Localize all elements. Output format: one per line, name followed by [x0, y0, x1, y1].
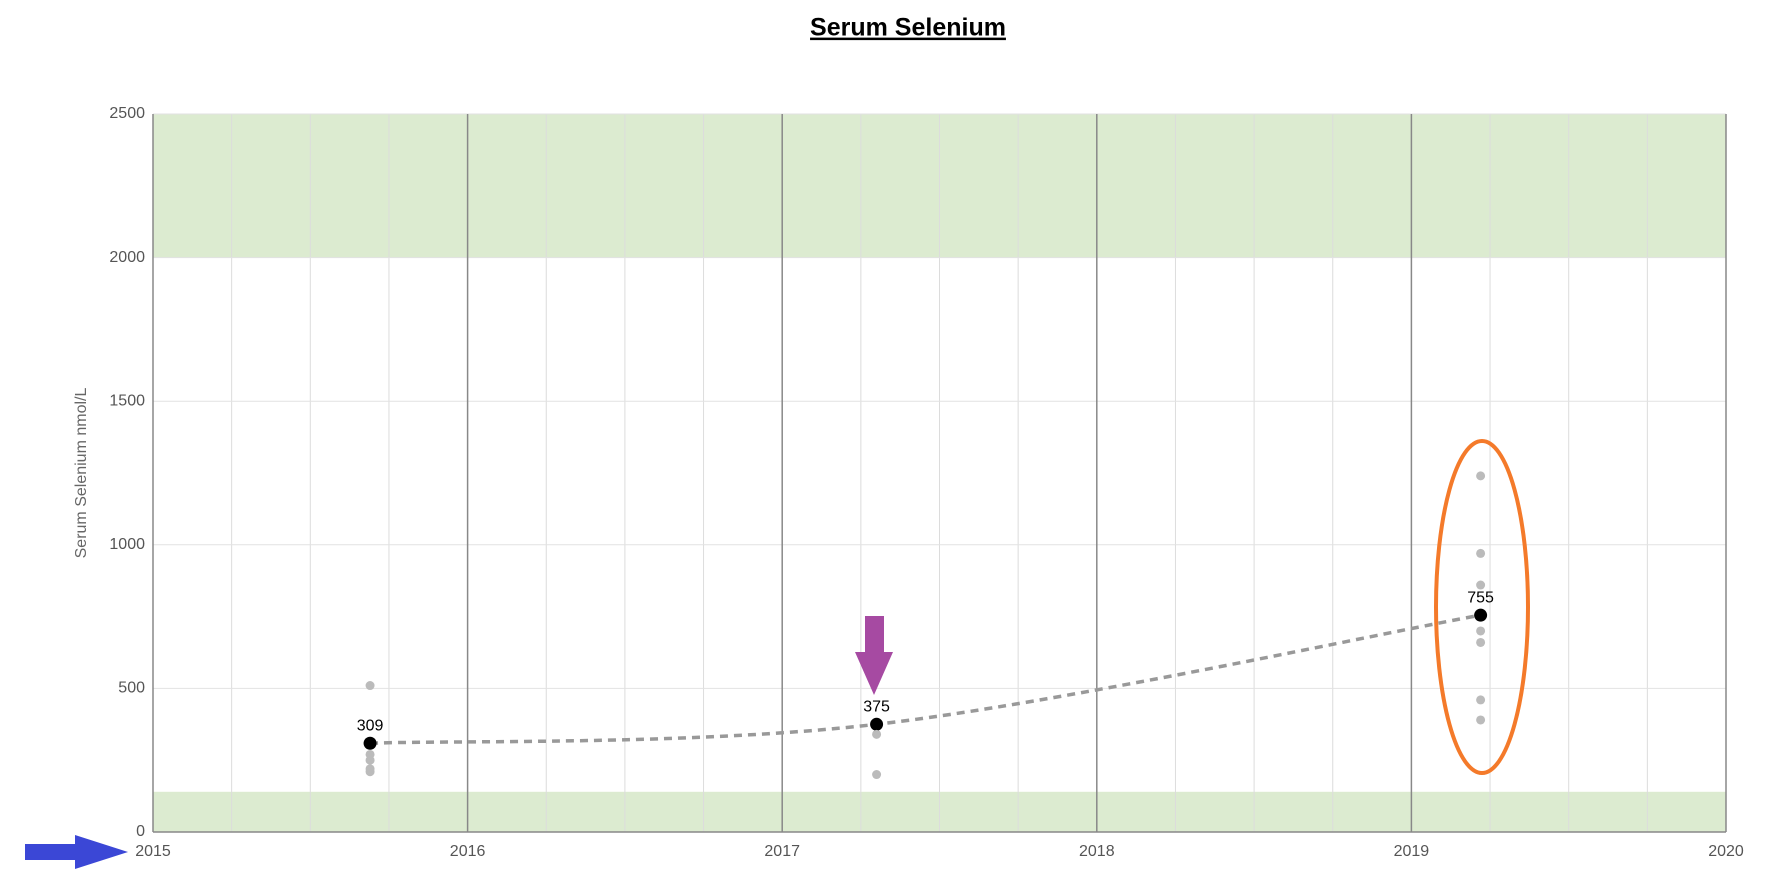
data-label: 309 [357, 717, 384, 734]
y-tick-label: 1500 [109, 392, 145, 409]
x-tick-label: 2018 [1079, 843, 1115, 860]
sample-point [1476, 637, 1486, 647]
y-tick-label: 2500 [109, 105, 145, 122]
data-label: 375 [863, 699, 890, 716]
sample-point [1476, 626, 1486, 636]
x-tick-label: 2015 [135, 843, 171, 860]
sample-point [365, 767, 375, 777]
x-tick-label: 2017 [764, 843, 800, 860]
trend-line [370, 613, 1481, 746]
sample-point [1476, 695, 1486, 705]
sample-point [1476, 580, 1486, 590]
y-axis-label: Serum Selenium nmol/L [73, 388, 90, 559]
sample-point [872, 770, 882, 780]
chart-title: Serum Selenium [810, 14, 1006, 42]
sample-point [1476, 715, 1486, 725]
y-tick-label: 1000 [109, 536, 145, 553]
data-point [363, 736, 377, 750]
purple-arrow [855, 616, 893, 695]
x-tick-label: 2016 [450, 843, 486, 860]
sample-point [365, 755, 375, 765]
sample-point [872, 729, 882, 739]
data-point [870, 717, 884, 731]
y-tick-label: 0 [136, 823, 145, 840]
sample-point [365, 681, 375, 691]
y-tick-label: 500 [118, 680, 145, 697]
blue-arrow [25, 835, 128, 869]
y-tick-label: 2000 [109, 249, 145, 266]
data-point [1474, 608, 1488, 622]
highlight-ellipse [1434, 439, 1530, 775]
x-tick-label: 2020 [1708, 843, 1744, 860]
sample-point [1476, 471, 1486, 481]
data-label: 755 [1467, 589, 1494, 606]
sample-point [1476, 548, 1486, 558]
x-tick-label: 2019 [1394, 843, 1430, 860]
